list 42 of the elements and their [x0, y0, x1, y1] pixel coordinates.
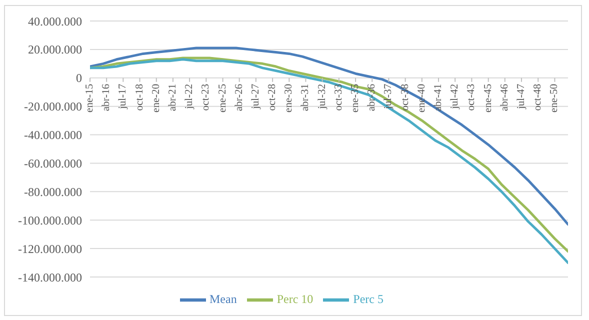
x-tick-label: oct-28 [267, 84, 278, 111]
y-tick-label: 0 [76, 71, 82, 86]
x-tick-label: ene-15 [84, 84, 96, 112]
x-tick-label: oct-18 [134, 84, 146, 111]
x-tick-label: jul-27 [250, 84, 262, 110]
y-tick-label: 20.000.000 [28, 42, 82, 57]
y-tick-label: -140.000.000 [18, 270, 82, 284]
y-tick-label: 40.000.000 [28, 14, 82, 28]
x-tick-label: abr-26 [234, 84, 245, 112]
x-tick-label: ene-35 [350, 84, 362, 112]
x-tick-label: oct-33 [333, 84, 344, 111]
x-tick-label: jul-37 [383, 84, 394, 110]
x-tick-label: ene-40 [416, 84, 428, 112]
x-tick-label: oct-38 [400, 84, 411, 111]
x-tick-label: ene-25 [217, 84, 228, 112]
x-tick-label: abr-31 [300, 84, 312, 112]
x-tick-label: abr-16 [101, 84, 112, 112]
y-tick-label: -100.000.000 [18, 213, 82, 228]
y-tick-label: -80.000.000 [24, 184, 82, 199]
x-tick-label: abr-36 [366, 84, 378, 112]
y-tick-label: -20.000.000 [24, 100, 82, 114]
x-tick-label: jul-17 [118, 84, 129, 110]
y-tick-label: -120.000.000 [18, 242, 82, 256]
legend-label: Mean [210, 292, 237, 306]
x-tick-label: ene-30 [284, 84, 295, 112]
x-tick-label: oct-43 [466, 84, 478, 111]
x-tick-label: jul-32 [316, 84, 328, 110]
y-tick-label: -60.000.000 [24, 156, 82, 170]
x-tick-label: jul-22 [184, 84, 196, 110]
x-tick-label: jul-42 [450, 84, 461, 110]
x-tick-label: jul-47 [516, 84, 527, 110]
x-tick-label: abr-41 [433, 84, 444, 112]
y-tick-label: -40.000.000 [24, 128, 82, 142]
x-tick-label: abr-21 [167, 84, 178, 112]
legend-label: Perc 10 [276, 292, 314, 306]
x-tick-label: abr-46 [499, 84, 510, 112]
x-tick-label: ene-50 [549, 84, 560, 112]
x-tick-label: ene-20 [150, 84, 162, 112]
x-tick-label: oct-23 [200, 84, 212, 111]
x-tick-label: ene-45 [482, 84, 494, 112]
x-tick-label: oct-48 [532, 84, 544, 111]
legend-label: Perc 5 [353, 292, 384, 306]
